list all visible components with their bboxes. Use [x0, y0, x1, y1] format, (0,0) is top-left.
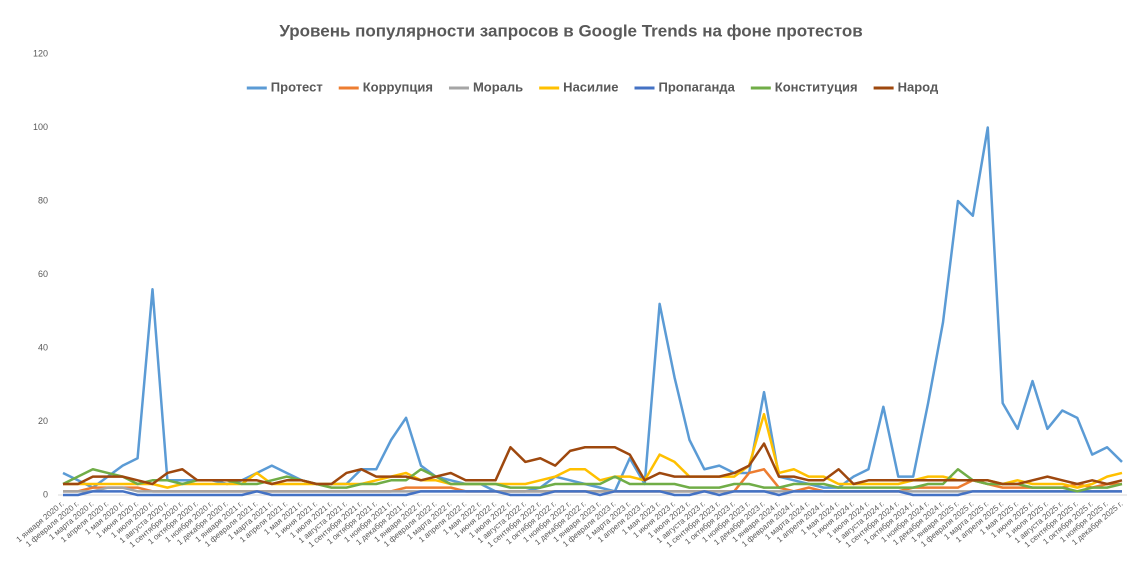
legend-label: Пропаганда: [659, 79, 736, 94]
legend-label: Мораль: [473, 79, 523, 94]
y-tick-label: 0: [43, 489, 48, 499]
legend-label: Коррупция: [363, 79, 433, 94]
legend-label: Протест: [271, 79, 323, 94]
series-line: [63, 486, 1122, 493]
legend-label: Насилие: [563, 79, 618, 94]
y-tick-label: 120: [33, 48, 48, 58]
legend: Протест Коррупция Мораль Насилие Пропаганда К…: [246, 79, 939, 94]
y-tick-label: 100: [33, 122, 48, 132]
chart-title: Уровень популярности запросов в Google T…: [279, 21, 862, 40]
legend-label: Конституция: [775, 79, 858, 94]
y-tick-label: 40: [38, 342, 48, 352]
legend-label: Народ: [898, 79, 939, 94]
y-tick-label: 80: [38, 195, 48, 205]
y-tick-label: 60: [38, 269, 48, 279]
series-line: [63, 442, 1123, 486]
y-tick-label: 20: [38, 416, 48, 426]
series-line: [63, 490, 1122, 497]
